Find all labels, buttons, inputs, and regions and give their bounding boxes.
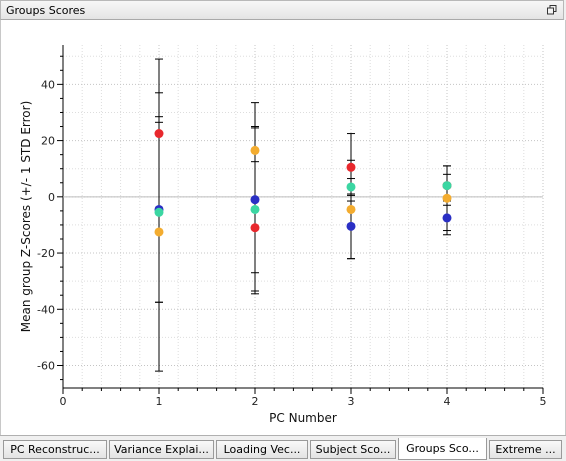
x-tick-label: 2: [252, 395, 259, 408]
data-point: [250, 223, 260, 233]
data-point: [154, 207, 164, 217]
tab-4[interactable]: Subject Sco...: [310, 440, 396, 459]
y-tick-label: 40: [41, 78, 55, 91]
y-tick-label: 0: [48, 191, 55, 204]
tab-5[interactable]: Groups Sco...: [398, 438, 487, 460]
y-tick-label: -60: [37, 360, 55, 373]
data-point: [442, 213, 452, 223]
x-tick-label: 5: [540, 395, 547, 408]
restore-icon[interactable]: [547, 5, 557, 15]
data-point: [250, 145, 260, 155]
tab-6[interactable]: Extreme ...: [489, 440, 562, 459]
data-point: [346, 204, 356, 214]
data-point: [346, 221, 356, 231]
y-tick-label: 20: [41, 135, 55, 148]
data-point: [154, 129, 164, 139]
x-tick-label: 3: [348, 395, 355, 408]
x-axis-title: PC Number: [269, 411, 337, 425]
panel-titlebar: Groups Scores: [0, 0, 564, 20]
y-tick-label: -20: [37, 247, 55, 260]
chart-area: 0 1 2 3 4 5 -60 -40 -20 0 20 40 PC Number Mean group …: [0, 20, 566, 435]
x-tick-label: 0: [60, 395, 67, 408]
tab-1[interactable]: PC Reconstruc...: [3, 440, 107, 459]
y-axis-title: Mean group Z-Scores (+/- 1 STD Error): [19, 101, 33, 333]
scatter-chart: 0 1 2 3 4 5 -60 -40 -20 0 20 40 PC Number Mean group …: [19, 45, 547, 425]
tab-bar: PC Reconstruc... Variance Explai... Loadin…: [0, 435, 566, 461]
data-point: [250, 195, 260, 205]
data-point: [442, 193, 452, 203]
data-point: [346, 162, 356, 172]
data-point: [250, 204, 260, 214]
data-point: [154, 227, 164, 237]
panel-title: Groups Scores: [6, 4, 86, 17]
tab-2[interactable]: Variance Explai...: [109, 440, 214, 459]
y-tick-label: -40: [37, 303, 55, 316]
tab-3[interactable]: Loading Vec...: [216, 440, 308, 459]
x-tick-label: 1: [156, 395, 163, 408]
data-point: [346, 182, 356, 192]
x-tick-label: 4: [444, 395, 451, 408]
data-point: [442, 181, 452, 191]
